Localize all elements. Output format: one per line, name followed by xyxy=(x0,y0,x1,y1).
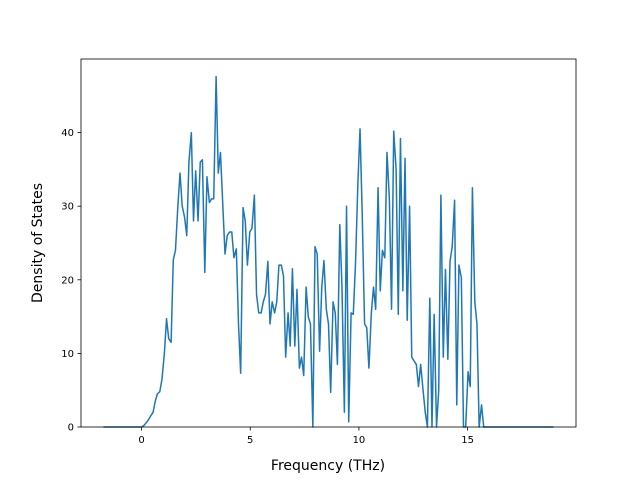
y-tick-label: 40 xyxy=(61,128,74,139)
x-tick-label: 5 xyxy=(247,435,253,446)
plot-frame xyxy=(80,58,577,428)
y-tick-label: 30 xyxy=(61,202,74,213)
y-tick-label: 20 xyxy=(61,275,74,286)
y-tick-label: 10 xyxy=(61,349,74,360)
y-tick-label: 0 xyxy=(68,423,74,434)
x-axis-label: Frequency (THz) xyxy=(271,458,385,474)
x-tick-label: 0 xyxy=(138,435,144,446)
dos-line xyxy=(103,75,554,428)
y-axis-label: Density of States xyxy=(30,183,46,303)
x-tick-label: 10 xyxy=(353,435,366,446)
x-tick-label: 15 xyxy=(461,435,474,446)
